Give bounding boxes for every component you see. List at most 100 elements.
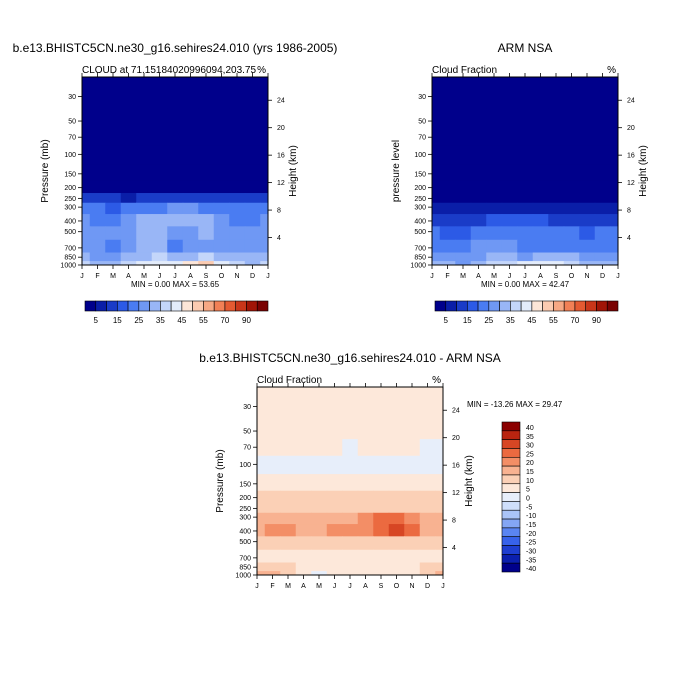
heatmap-cell xyxy=(432,180,441,194)
colorbar-swatch xyxy=(477,300,490,312)
heatmap-cell xyxy=(182,164,199,182)
heatmap-cell xyxy=(311,503,328,514)
heatmap-cell xyxy=(404,455,421,475)
y-right-tick-label: 24 xyxy=(627,98,635,105)
heatmap-cell xyxy=(295,490,312,504)
heatmap-cell xyxy=(280,490,297,504)
colorbar-swatch xyxy=(501,562,521,573)
heatmap-cell xyxy=(501,129,518,147)
heatmap-cell xyxy=(594,129,611,147)
heatmap-cell xyxy=(342,455,359,475)
heatmap-cell xyxy=(280,562,297,572)
y-tick-label: 70 xyxy=(418,135,426,142)
units-label: % xyxy=(257,65,266,76)
colorbar-label: 45 xyxy=(177,316,186,325)
heatmap-cell xyxy=(311,571,328,576)
heatmap-cell xyxy=(404,549,421,564)
heatmap-cell xyxy=(198,145,215,165)
heatmap-cell xyxy=(610,261,619,266)
heatmap-cell xyxy=(455,193,472,204)
heatmap-cell xyxy=(326,503,343,514)
heatmap-cell xyxy=(517,108,534,130)
heatmap-cell xyxy=(229,252,246,262)
heatmap-cell xyxy=(198,108,215,130)
heatmap-cell xyxy=(198,77,215,110)
heatmap-cell xyxy=(151,193,168,204)
heatmap-cell xyxy=(89,129,106,147)
y-tick-label: 400 xyxy=(64,218,76,225)
heatmap-cell xyxy=(373,387,390,420)
heatmap-cell xyxy=(136,193,153,204)
heatmap-cell xyxy=(229,202,246,215)
heatmap-cell xyxy=(404,536,421,551)
heatmap-cell xyxy=(373,474,390,492)
heatmap-cell xyxy=(295,524,312,537)
heatmap-cell xyxy=(435,536,444,551)
heatmap-cell xyxy=(470,193,487,204)
heatmap-cell xyxy=(105,226,122,241)
heatmap-cell xyxy=(501,202,518,215)
x-tick-label: F xyxy=(445,273,449,280)
heatmap-cell xyxy=(326,455,343,475)
heatmap-cell xyxy=(264,455,281,475)
heatmap-cell xyxy=(295,571,312,576)
colorbar-swatch xyxy=(553,300,565,312)
colorbar-swatch xyxy=(501,483,521,493)
heatmap-cell xyxy=(82,214,91,227)
heatmap-cell xyxy=(167,129,184,147)
heatmap-cell xyxy=(295,536,312,551)
heatmap-cell xyxy=(136,202,153,215)
heatmap-cell xyxy=(435,474,444,492)
heatmap-cell xyxy=(357,512,374,525)
colorbar-label: 55 xyxy=(549,316,558,325)
heatmap-cell xyxy=(229,226,246,241)
model-colorbar: 5 15 25 35 45 55 70 90 xyxy=(84,300,269,325)
heatmap-cell xyxy=(167,145,184,165)
colorbar-swatch xyxy=(116,300,129,312)
heatmap-cell xyxy=(326,549,343,564)
heatmap-cell xyxy=(419,490,436,504)
y-right-axis-label: Height (km) xyxy=(288,145,299,197)
heatmap-cell xyxy=(419,387,436,420)
y-right-tick-label: 20 xyxy=(452,435,460,442)
heatmap-cell xyxy=(357,536,374,551)
y-tick-label: 850 xyxy=(64,255,76,262)
heatmap-cell xyxy=(486,261,503,266)
y-tick-label: 30 xyxy=(68,94,76,101)
colorbar-label: 20 xyxy=(526,460,534,467)
heatmap-cell xyxy=(610,108,619,130)
heatmap-cell xyxy=(439,214,456,227)
heatmap-cell xyxy=(260,252,269,262)
heatmap-cell xyxy=(357,503,374,514)
heatmap-cell xyxy=(89,261,106,266)
colorbar-swatch xyxy=(170,300,183,312)
heatmap-cell xyxy=(326,418,343,440)
heatmap-cell xyxy=(280,571,297,576)
y-right-tick-label: 12 xyxy=(452,490,460,497)
heatmap-cell xyxy=(439,180,456,194)
heatmap-cell xyxy=(501,77,518,110)
colorbar-swatch xyxy=(224,300,237,312)
heatmap-cell xyxy=(435,439,444,457)
colorbar-swatch xyxy=(256,300,269,312)
y-axis-label: Pressure (mb) xyxy=(215,449,226,512)
heatmap-cell xyxy=(470,77,487,110)
heatmap-cell xyxy=(435,549,444,564)
y-tick-label: 50 xyxy=(243,429,251,436)
heatmap-cell xyxy=(167,252,184,262)
heatmap-cell xyxy=(419,455,436,475)
heatmap-cell xyxy=(404,418,421,440)
colorbar-swatch xyxy=(501,509,521,520)
colorbar-swatch xyxy=(501,501,521,511)
heatmap-cell xyxy=(264,512,281,525)
heatmap-cell xyxy=(435,455,444,475)
x-tick-label: J xyxy=(523,273,527,280)
heatmap-cell xyxy=(198,239,215,254)
heatmap-cell xyxy=(260,145,269,165)
colorbar-label: 15 xyxy=(526,469,534,476)
x-tick-label: F xyxy=(95,273,99,280)
colorbar-swatch xyxy=(181,300,193,312)
colorbar-swatch xyxy=(203,300,215,312)
heatmap-cell xyxy=(120,129,137,147)
units-label: % xyxy=(607,65,616,76)
